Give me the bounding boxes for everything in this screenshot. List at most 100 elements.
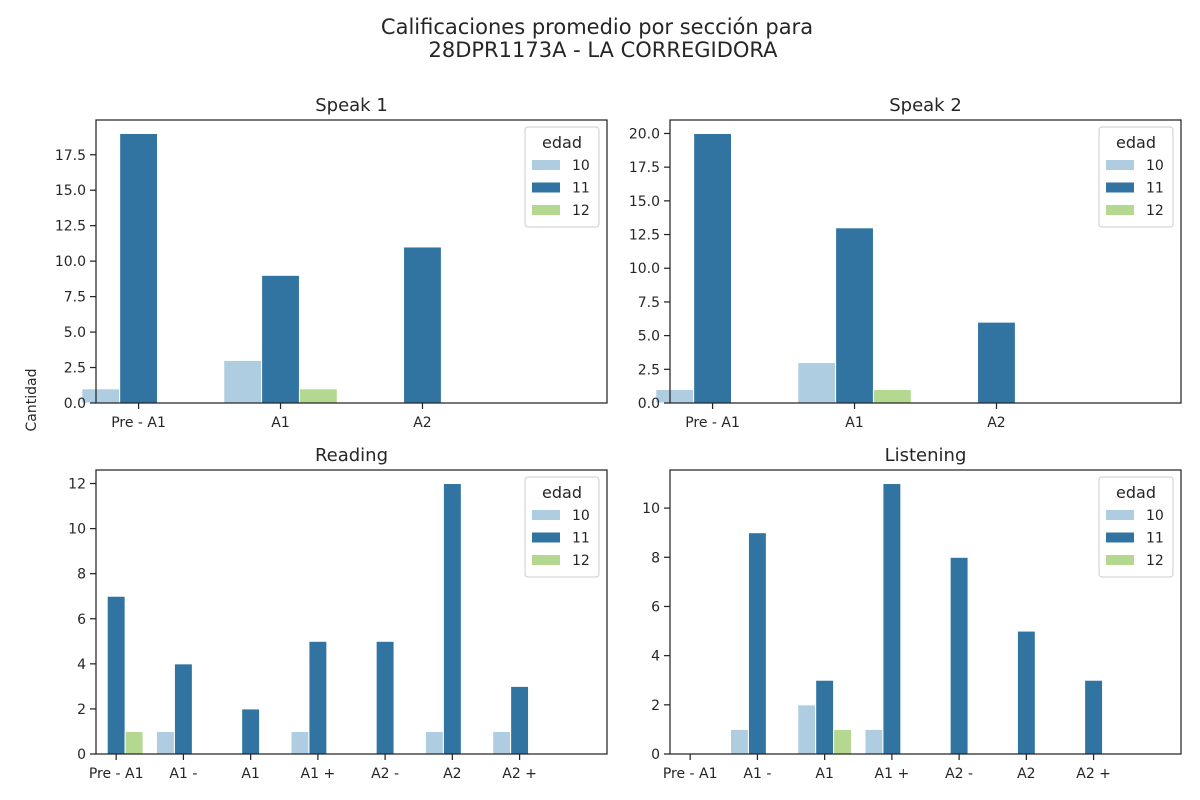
legend-box [1098, 126, 1174, 228]
legend-swatch-11 [532, 182, 560, 193]
legend-label-11: 11 [572, 181, 590, 197]
bar-12-a1 [872, 389, 912, 404]
legend-label-12: 12 [1146, 203, 1164, 219]
subplot-title: Listening [885, 445, 967, 466]
bar-10-a1 [156, 730, 175, 755]
bar-10-pre-a1 [81, 388, 121, 404]
y-tick-label: 10.0 [55, 254, 86, 270]
x-tick-label: A1 + [301, 766, 336, 782]
legend-swatch-10 [532, 160, 560, 170]
legend-label-12: 12 [572, 553, 590, 569]
y-tick-label: 7.5 [638, 295, 660, 311]
y-tick-label: 10 [68, 522, 86, 538]
y-tick-label: 0 [651, 747, 660, 763]
legend: edad 10 11 12 [1098, 476, 1174, 578]
bar-11-a1 [241, 708, 261, 755]
bar-10-a1 [290, 730, 310, 755]
bar-12-a1 [833, 728, 853, 755]
bar-11-pre-a1 [119, 132, 159, 404]
x-tick-label: A2 + [1076, 766, 1111, 782]
bar-11-a2 [510, 685, 530, 755]
x-tick-label: A2 [1017, 766, 1035, 782]
subplot-2: 0.0 2.5 5.0 7.5 10.0 12.5 15.0 17.5 20.0 Pre - A1… [629, 95, 1182, 431]
subplot-title: Speak 2 [889, 95, 962, 116]
legend-swatch-12 [532, 205, 560, 215]
x-tick-label: Pre - A1 [111, 415, 166, 431]
y-tick-label: 8 [77, 567, 86, 583]
legend-swatch-11 [1106, 182, 1134, 193]
y-tick-label: 2.5 [64, 361, 86, 377]
x-tick-label: A2 - [371, 766, 399, 782]
figure-title-line1: Calificaciones promedio por sección para [381, 15, 813, 39]
legend: edad 10 11 12 [1098, 126, 1174, 228]
subplot-title: Reading [315, 445, 388, 466]
y-tick-label: 17.5 [55, 148, 86, 164]
legend-box [524, 126, 600, 228]
bar-10-a1 [797, 362, 837, 404]
axes-frame [669, 469, 1182, 755]
x-tick-label: A1 - [743, 766, 771, 782]
y-tick-label: 0 [77, 747, 86, 763]
y-tick-label: 0.0 [638, 396, 660, 412]
legend-label-10: 10 [1146, 508, 1164, 524]
x-tick-label: Pre - A1 [663, 766, 718, 782]
legend: edad 10 11 12 [524, 476, 600, 578]
y-tick-label: 0.0 [64, 396, 86, 412]
bar-11-a1 [747, 532, 767, 755]
legend-title: edad [1116, 133, 1156, 152]
y-tick-label: 8 [651, 550, 660, 566]
bar-11-a2 [403, 246, 442, 404]
legend-swatch-12 [1106, 555, 1134, 565]
legend: edad 10 11 12 [524, 126, 600, 228]
x-tick-label: A2 [443, 766, 461, 782]
y-tick-label: 6 [77, 612, 86, 628]
bar-11-a1 [308, 640, 328, 755]
bar-10-a2 [492, 730, 512, 755]
subplot-1: 0.0 2.5 5.0 7.5 10.0 12.5 15.0 17.5 Pre - A1 A1 A2… [55, 95, 608, 431]
y-tick-label: 4 [651, 649, 660, 665]
y-tick-label: 7.5 [64, 290, 86, 306]
y-axis-label: Cantidad [24, 369, 40, 432]
legend-label-11: 11 [1146, 181, 1164, 197]
legend-box [524, 476, 600, 578]
x-tick-label: Pre - A1 [685, 415, 740, 431]
y-tick-label: 5.0 [64, 325, 86, 341]
legend-swatch-11 [532, 532, 560, 543]
legend-label-12: 12 [572, 203, 590, 219]
y-tick-label: 6 [651, 599, 660, 615]
legend-label-12: 12 [1146, 553, 1164, 569]
bar-11-a1 [815, 679, 835, 755]
y-tick-label: 10.0 [629, 261, 660, 277]
x-tick-label: A1 [815, 766, 833, 782]
legend-label-10: 10 [1146, 158, 1164, 174]
y-tick-label: 15.0 [55, 183, 86, 199]
bar-11-pre-a1 [106, 595, 126, 755]
legend-title: edad [542, 483, 582, 502]
y-tick-label: 2.5 [638, 362, 660, 378]
bar-11-a1 [261, 274, 300, 404]
y-tick-label: 12 [68, 477, 86, 493]
x-tick-label: Pre - A1 [89, 766, 144, 782]
x-tick-label: A2 - [945, 766, 973, 782]
y-tick-label: 2 [651, 698, 660, 714]
y-tick-label: 5.0 [638, 329, 660, 345]
legend-swatch-10 [532, 510, 560, 520]
y-tick-label: 10 [642, 501, 660, 517]
legend-label-11: 11 [572, 531, 590, 547]
legend-label-11: 11 [1146, 531, 1164, 547]
legend-label-10: 10 [572, 508, 590, 524]
bar-11-a2 [375, 640, 395, 755]
bar-11-a2 [1016, 630, 1036, 755]
bar-10-pre-a1 [655, 389, 695, 404]
legend-swatch-12 [1106, 205, 1134, 215]
y-tick-label: 17.5 [629, 160, 660, 176]
axes-frame [95, 469, 608, 755]
legend-swatch-12 [532, 555, 560, 565]
bar-10-a1 [797, 704, 817, 755]
bar-11-pre-a1 [693, 132, 733, 404]
x-tick-label: A1 [845, 415, 863, 431]
legend-title: edad [542, 133, 582, 152]
legend-box [1098, 476, 1174, 578]
axes-frame [669, 119, 1182, 404]
y-tick-label: 12.5 [629, 228, 660, 244]
